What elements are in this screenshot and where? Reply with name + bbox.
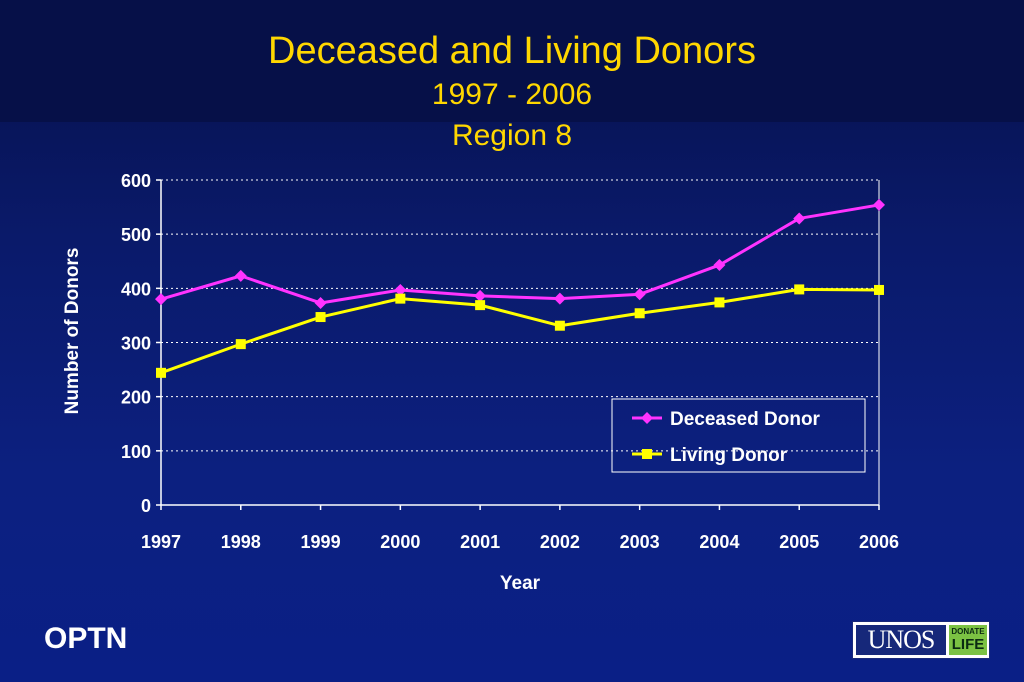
- square-marker: [642, 449, 652, 459]
- donate-life-badge: DONATE LIFE: [949, 625, 987, 655]
- title-line-3: Region 8: [451, 119, 573, 152]
- y-tick-label: 100: [121, 442, 151, 462]
- deceased-donor-line: [160, 203, 880, 305]
- y-tick-label: 500: [121, 225, 151, 245]
- y-axis-title: Number of Donors: [62, 248, 83, 415]
- square-marker: [794, 284, 805, 295]
- title-line-2: 1997 - 2006: [431, 78, 593, 111]
- y-tick-label: 600: [121, 171, 151, 191]
- legend-label: Deceased Donor: [670, 409, 821, 430]
- y-tick-label: 0: [141, 496, 151, 516]
- legend-label: Living Donor: [670, 445, 788, 466]
- square-marker: [156, 367, 166, 378]
- x-tick-label: 2002: [540, 532, 580, 552]
- title-line-1: Deceased and Living Donors: [268, 30, 756, 72]
- diamond-marker: [713, 259, 726, 272]
- diamond-marker: [793, 212, 806, 225]
- square-marker: [634, 308, 645, 319]
- x-tick-label: 2000: [380, 532, 420, 552]
- x-tick-label: 2001: [460, 532, 500, 552]
- y-tick-label: 300: [121, 334, 151, 354]
- x-tick-label: 2003: [620, 532, 660, 552]
- living-donor-line: [160, 287, 880, 375]
- x-tick-label: 1997: [141, 532, 181, 552]
- square-marker: [714, 297, 725, 308]
- square-marker: [554, 320, 565, 331]
- x-tick-label: 2005: [779, 532, 819, 552]
- slide-title: Deceased and Living Donors 1997 - 2006 R…: [0, 28, 1024, 156]
- title-band: [0, 0, 1024, 122]
- donate-life-line-1: DONATE: [951, 627, 985, 636]
- y-tick-label: 200: [121, 388, 151, 408]
- square-marker: [395, 293, 406, 304]
- x-tick-label: 1998: [221, 532, 261, 552]
- square-marker: [315, 312, 326, 323]
- unos-logo: UNOS DONATE LIFE: [852, 621, 990, 659]
- x-axis-title: Year: [500, 573, 541, 594]
- legend-box: [611, 398, 866, 473]
- diamond-marker: [234, 269, 247, 282]
- diamond-marker: [474, 289, 487, 302]
- x-tick-label: 1999: [301, 532, 341, 552]
- unos-logo-text: UNOS: [856, 625, 946, 655]
- diamond-marker: [641, 412, 653, 424]
- donate-life-line-2: LIFE: [951, 636, 985, 653]
- y-tick-label: 400: [121, 279, 151, 299]
- x-tick-label: 2004: [699, 532, 739, 552]
- diamond-marker: [394, 283, 407, 296]
- diamond-marker: [155, 293, 167, 306]
- square-marker: [874, 284, 884, 295]
- diamond-marker: [873, 198, 885, 211]
- square-marker: [475, 300, 486, 311]
- square-marker: [235, 339, 246, 350]
- x-tick-label: 2006: [859, 532, 899, 552]
- diamond-marker: [553, 292, 566, 305]
- diamond-marker: [633, 288, 646, 301]
- optn-label: OPTN: [44, 622, 128, 655]
- diamond-marker: [314, 296, 327, 309]
